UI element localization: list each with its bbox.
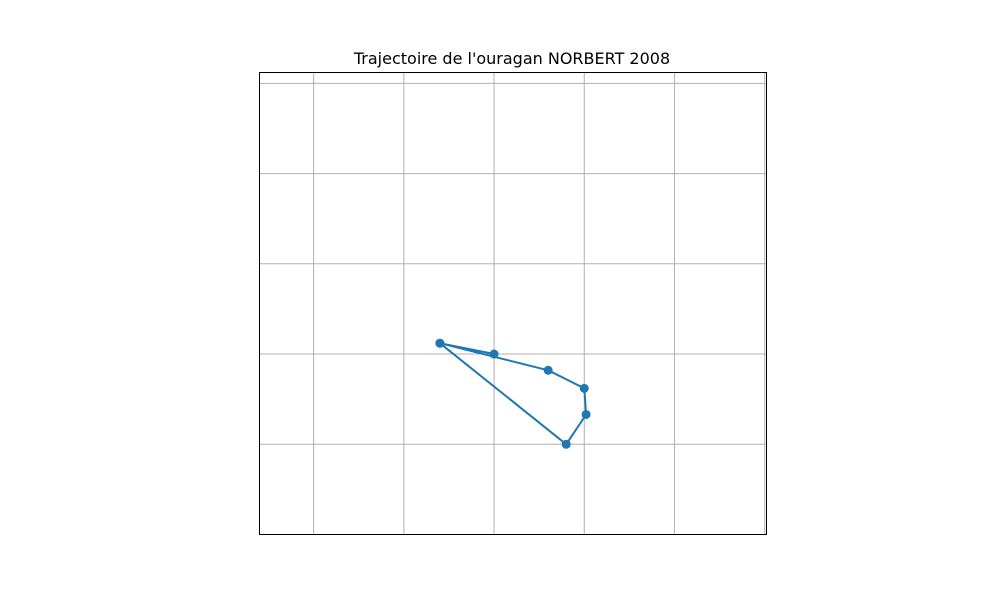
plot-frame: [259, 72, 767, 535]
series-line-0: [438, 342, 588, 446]
track-point-0: [489, 349, 499, 359]
chart-title: Trajectoire de l'ouragan NORBERT 2008: [353, 49, 670, 68]
grid: [259, 72, 767, 535]
track-point-4: [581, 409, 591, 419]
track-point-2: [543, 365, 553, 375]
track-point-6: [435, 338, 445, 348]
track-point-3: [579, 383, 589, 393]
track-point-5: [561, 439, 571, 449]
series-layer: [435, 338, 591, 449]
